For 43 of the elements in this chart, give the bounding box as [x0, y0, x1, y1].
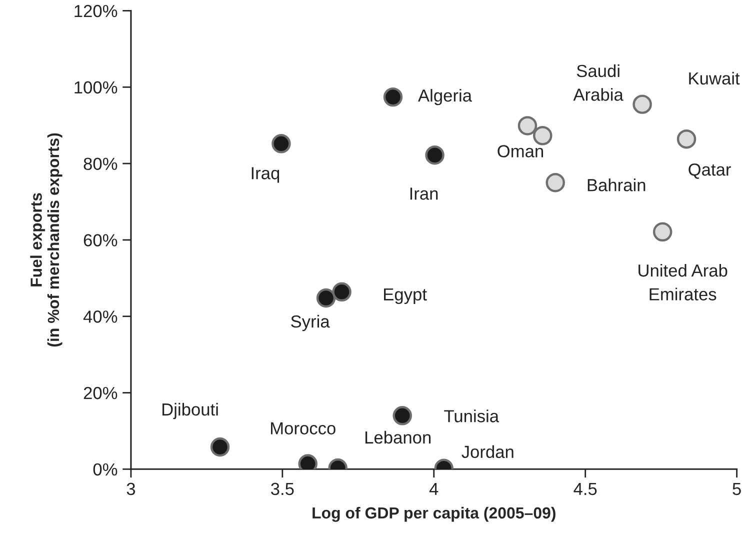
x-tick-label: 3: [126, 482, 136, 496]
point: [425, 146, 444, 165]
point: [210, 437, 230, 457]
point: [652, 222, 672, 242]
y-tick-label: 0%: [93, 463, 118, 476]
y-tick-label: 20%: [84, 386, 118, 400]
y-axis-title: Fuel exports (in %of merchandis exports): [30, 133, 62, 347]
y-tick-label: 100%: [74, 81, 118, 94]
point: [316, 288, 336, 308]
x-tick-label: 3.5: [271, 482, 294, 496]
annotation: Oman: [498, 145, 543, 158]
point: [546, 173, 565, 192]
annotation: Iran: [410, 188, 438, 200]
point: [272, 134, 291, 154]
annotation: Saudi Arabia: [573, 64, 624, 101]
y-tick-label: 60%: [84, 234, 118, 246]
x-tick-label: 4: [429, 482, 438, 495]
annotation: Morocco: [271, 422, 336, 434]
point: [518, 116, 538, 136]
y-tick-label: 40%: [83, 310, 118, 323]
annotation: Egypt: [384, 288, 427, 304]
point: [383, 87, 403, 107]
annotation: Algeria: [418, 88, 472, 106]
annotation: Iraq: [252, 167, 280, 183]
annotation: Syria: [291, 314, 330, 332]
annotation: Jordan: [462, 445, 514, 458]
annotation: Bahrain: [588, 178, 646, 192]
annotation: United Arab Emirates: [638, 264, 728, 300]
y-tick-label: 80%: [84, 158, 118, 170]
annotation: Qatar: [688, 163, 731, 179]
annotation: Lebanon: [365, 430, 431, 444]
annotation: Tunisia: [444, 410, 500, 422]
point: [676, 129, 696, 149]
annotation: Kuwait: [689, 72, 740, 85]
x-axis-title: Log of GDP per capita (2005–09): [312, 506, 556, 522]
x-tick-label: 4.5: [574, 482, 597, 496]
point: [632, 94, 652, 114]
point: [392, 406, 412, 426]
y-tick-label: 120%: [74, 4, 118, 18]
point: [533, 126, 552, 146]
annotation: Djibouti: [162, 402, 218, 420]
point: [332, 282, 352, 302]
x-tick-label: 5: [732, 482, 741, 496]
